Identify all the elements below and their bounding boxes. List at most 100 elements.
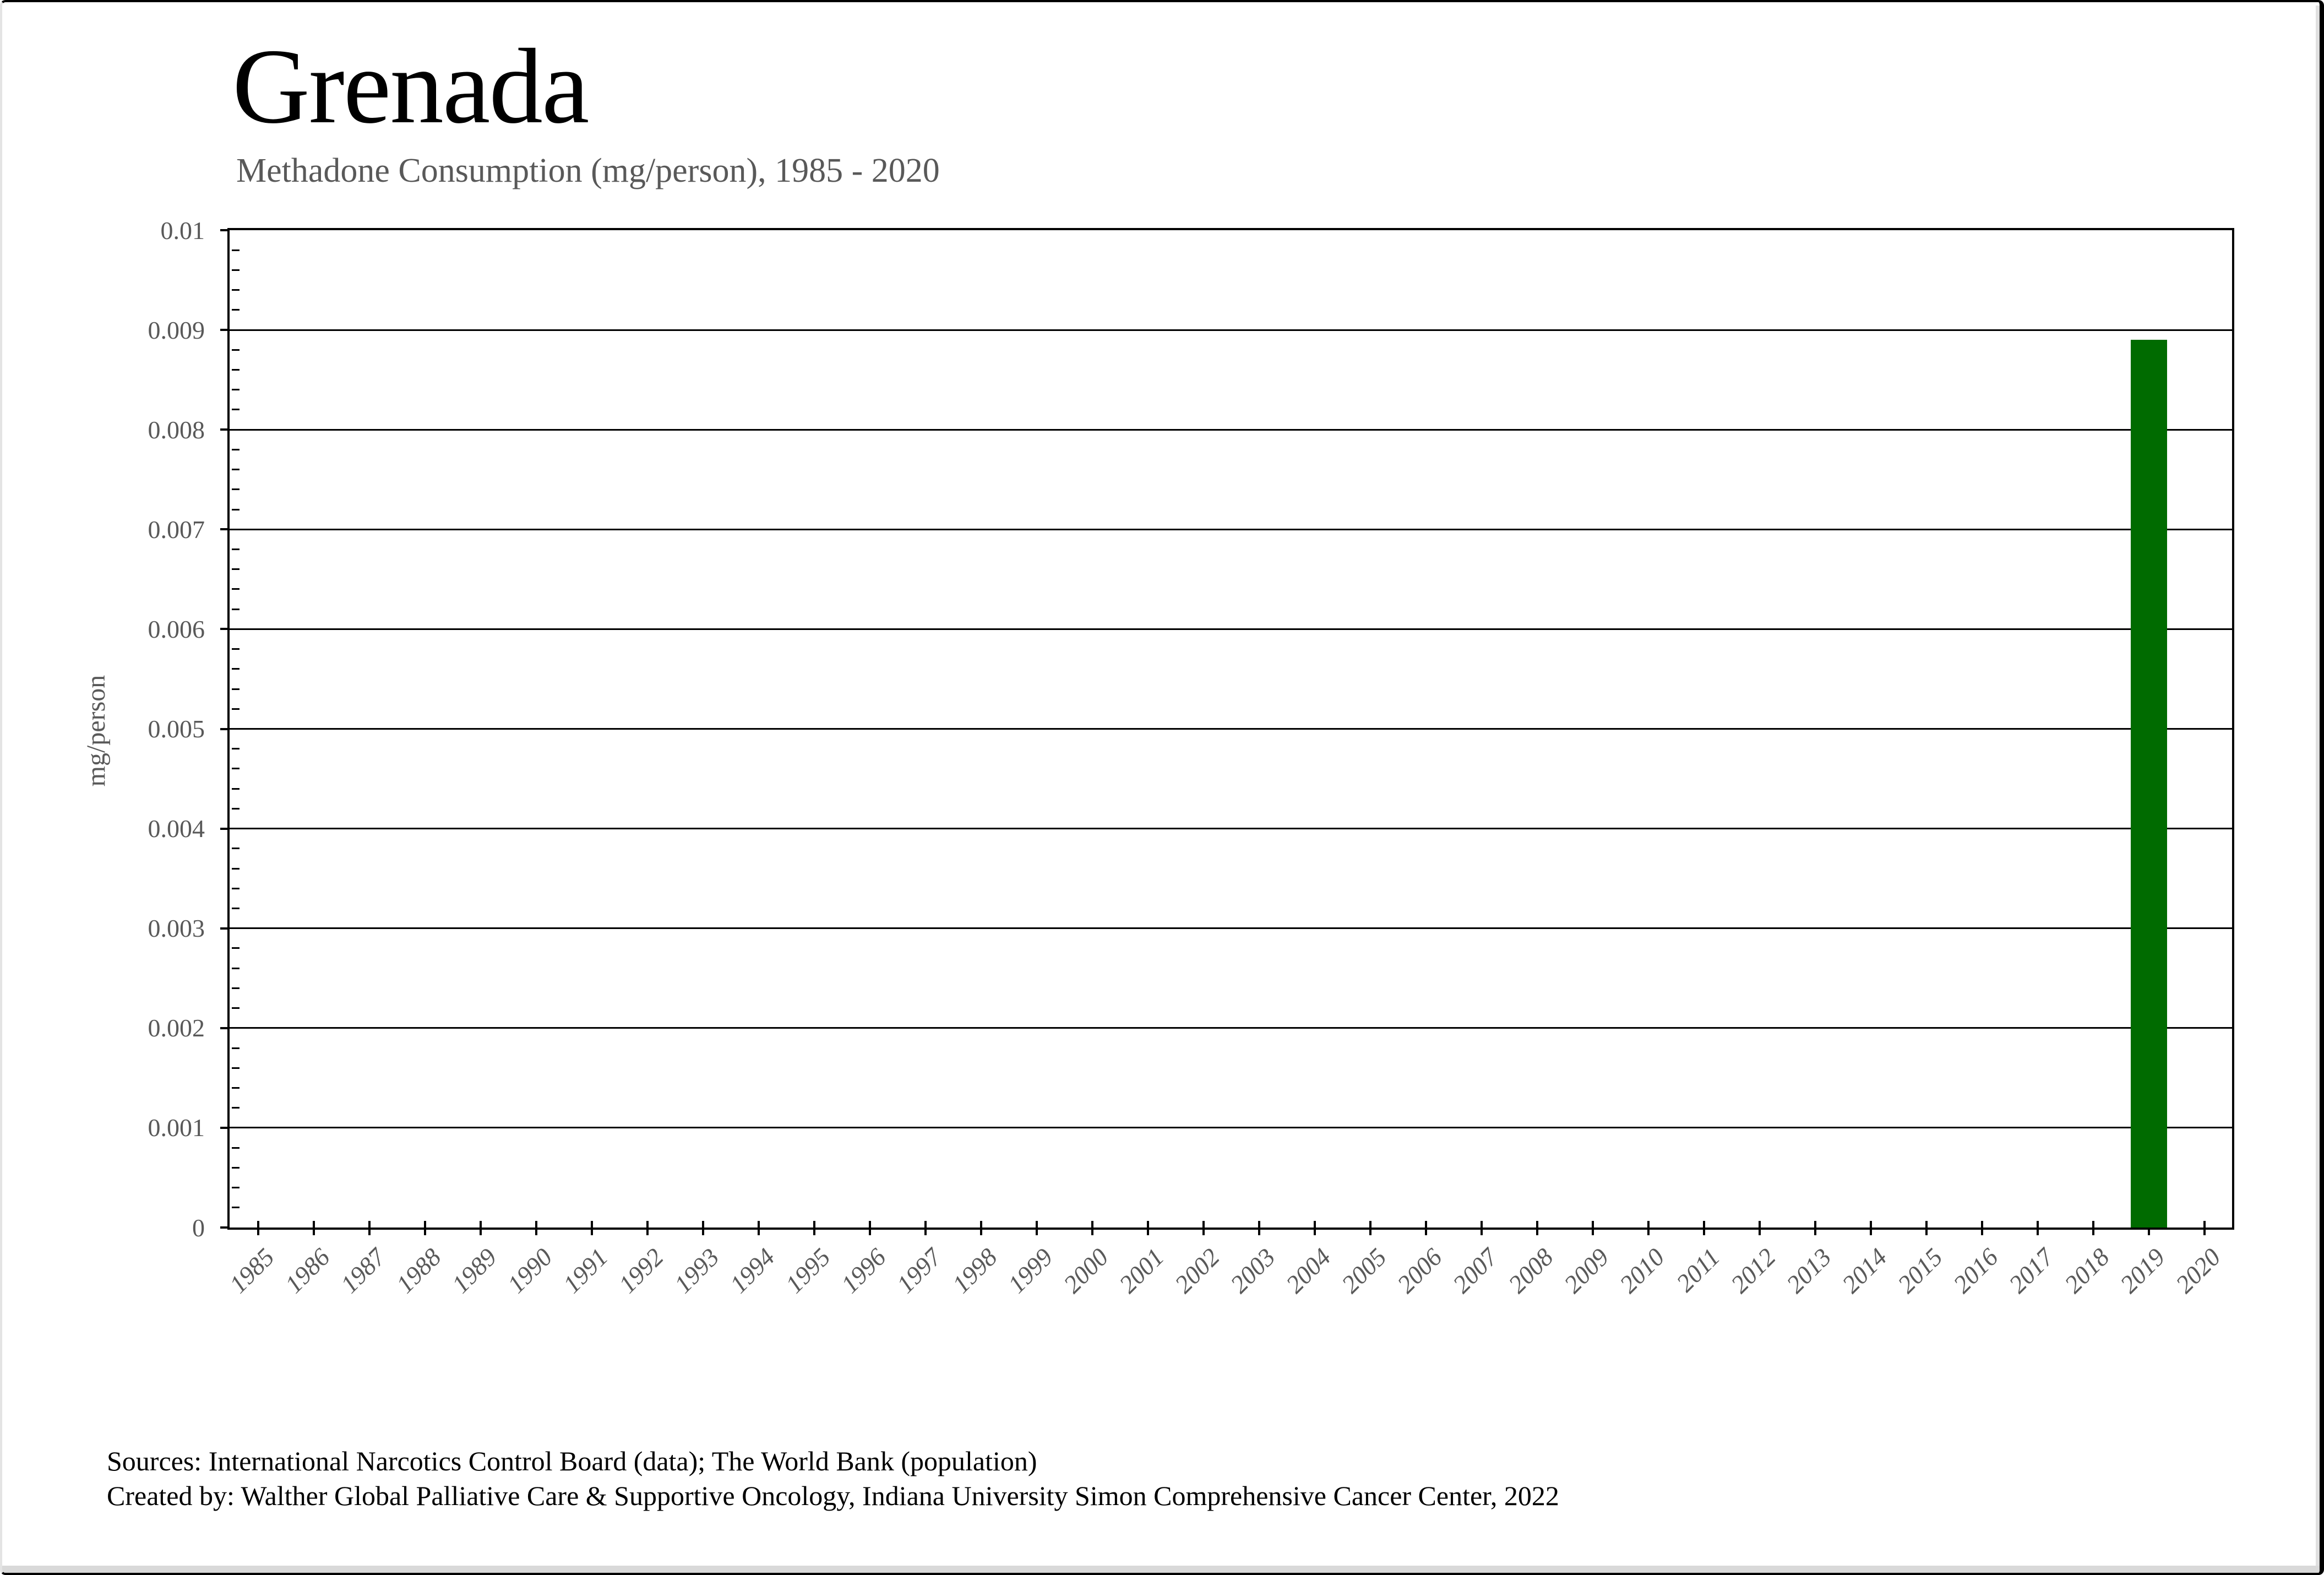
y-tick-minor: [232, 249, 240, 251]
y-tick-major: [220, 927, 230, 930]
x-tick: [535, 1221, 537, 1235]
x-tick-label: 1994: [724, 1242, 780, 1299]
y-tick-minor: [232, 488, 240, 491]
x-tick: [480, 1221, 482, 1235]
y-gridline: [230, 528, 2232, 530]
footer-sources-line: Sources: International Narcotics Control…: [107, 1446, 1037, 1476]
x-tick-label: 1990: [502, 1242, 558, 1299]
x-tick-label: 1989: [446, 1242, 502, 1299]
x-tick-label: 2014: [1836, 1242, 1892, 1299]
y-tick-minor: [232, 887, 240, 889]
x-tick: [1981, 1221, 1983, 1235]
x-tick: [2092, 1221, 2094, 1235]
y-tick-major: [220, 727, 230, 730]
x-tick-label: 1992: [613, 1242, 669, 1299]
y-tick-minor: [232, 947, 240, 949]
y-tick-minor: [232, 907, 240, 909]
x-tick: [1536, 1221, 1538, 1235]
x-tick: [1147, 1221, 1149, 1235]
y-tick-label: 0.004: [148, 814, 205, 843]
y-tick-label: 0.008: [148, 415, 205, 444]
y-gridline: [230, 828, 2232, 830]
x-tick: [1481, 1221, 1483, 1235]
y-gridline: [230, 329, 2232, 331]
y-tick-label: 0.007: [148, 515, 205, 544]
y-tick-minor: [232, 748, 240, 750]
x-tick: [758, 1221, 760, 1235]
x-tick-label: 2001: [1113, 1242, 1169, 1299]
y-tick-minor: [232, 668, 240, 670]
x-tick-label: 2018: [2059, 1242, 2115, 1299]
y-tick-label: 0.001: [148, 1114, 205, 1142]
y-tick-major: [220, 329, 230, 332]
y-gridline: [230, 728, 2232, 730]
x-tick-label: 2006: [1391, 1242, 1447, 1299]
y-tick-minor: [232, 1007, 240, 1009]
x-tick-label: 1985: [224, 1242, 280, 1299]
x-tick: [813, 1221, 815, 1235]
x-tick-label: 2005: [1336, 1242, 1392, 1299]
y-tick-major: [220, 1126, 230, 1129]
x-tick-label: 1987: [335, 1242, 391, 1299]
x-tick: [368, 1221, 371, 1235]
y-tick-minor: [232, 269, 240, 271]
x-tick-label: 1993: [668, 1242, 725, 1299]
y-tick-label: 0.006: [148, 615, 205, 643]
x-tick-label: 2003: [1224, 1242, 1281, 1299]
x-tick: [2203, 1221, 2206, 1235]
x-tick-label: 2009: [1558, 1242, 1614, 1299]
y-tick-minor: [232, 848, 240, 850]
x-tick: [1647, 1221, 1650, 1235]
x-tick: [1036, 1221, 1038, 1235]
y-tick-minor: [232, 987, 240, 989]
x-tick: [1870, 1221, 1872, 1235]
y-tick-label: 0: [192, 1213, 205, 1242]
y-tick-minor: [232, 1067, 240, 1069]
footer-credit-line: Created by: Walther Global Palliative Ca…: [107, 1480, 1559, 1511]
footer: Sources: International Narcotics Control…: [107, 1444, 1559, 1513]
x-tick-label: 1988: [390, 1242, 447, 1299]
x-tick: [1759, 1221, 1761, 1235]
x-tick: [646, 1221, 649, 1235]
x-tick-label: 1997: [891, 1242, 947, 1299]
x-tick: [2148, 1221, 2150, 1235]
right-edge-strip: [2316, 6, 2320, 1566]
x-tick-label: 2019: [2114, 1242, 2170, 1299]
x-tick-label: 2015: [1892, 1242, 1948, 1299]
page-title: Grenada: [232, 27, 589, 146]
y-tick-minor: [232, 568, 240, 571]
x-tick-label: 1998: [946, 1242, 1003, 1299]
y-tick-major: [220, 528, 230, 531]
y-tick-minor: [232, 389, 240, 391]
x-tick: [702, 1221, 704, 1235]
y-tick-label: 0.003: [148, 914, 205, 943]
x-tick: [591, 1221, 593, 1235]
x-tick-label: 2002: [1169, 1242, 1225, 1299]
bar-2019: [2131, 340, 2167, 1228]
y-tick-minor: [232, 688, 240, 690]
y-tick-minor: [232, 448, 240, 450]
x-tick-label: 2016: [1947, 1242, 2004, 1299]
x-tick-label: 2012: [1725, 1242, 1781, 1299]
y-tick-minor: [232, 508, 240, 510]
x-tick-label: 1999: [1002, 1242, 1058, 1299]
x-tick-label: 1991: [557, 1242, 613, 1299]
y-tick-label: 0.005: [148, 715, 205, 743]
y-tick-minor: [232, 588, 240, 590]
y-tick-major: [220, 229, 230, 231]
x-tick: [313, 1221, 315, 1235]
chart-subtitle: Methadone Consumption (mg/person), 1985 …: [236, 152, 940, 189]
y-tick-minor: [232, 867, 240, 870]
x-tick: [1925, 1221, 1928, 1235]
y-tick-minor: [232, 289, 240, 291]
x-tick-label: 2013: [1781, 1242, 1837, 1299]
x-tick: [2037, 1221, 2039, 1235]
y-tick-minor: [232, 1087, 240, 1089]
y-tick-label: 0.009: [148, 316, 205, 344]
y-tick-major: [220, 628, 230, 631]
y-gridline: [230, 1127, 2232, 1129]
x-tick: [924, 1221, 927, 1235]
x-tick: [1425, 1221, 1427, 1235]
y-tick-minor: [232, 648, 240, 650]
